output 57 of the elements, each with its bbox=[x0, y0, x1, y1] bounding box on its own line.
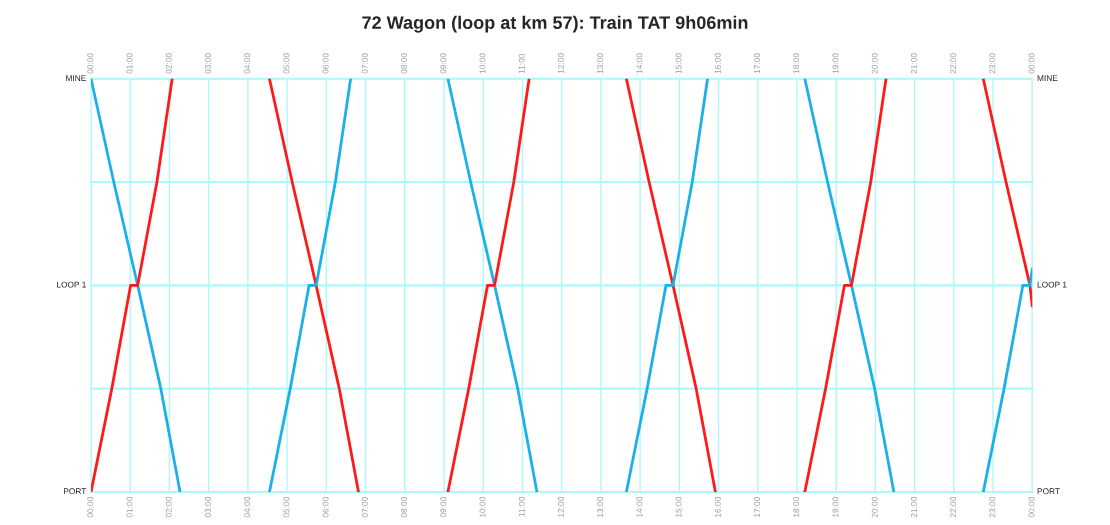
x2-tick-label: 16:00 bbox=[714, 53, 721, 74]
x2-tick-label: 14:00 bbox=[636, 53, 643, 74]
x2-tick-label: 00:00 bbox=[87, 53, 94, 74]
chart-title: 72 Wagon (loop at km 57): Train TAT 9h06min bbox=[362, 15, 748, 33]
x2-tick-label: 01:00 bbox=[126, 53, 133, 74]
x-tick-label: 03:00 bbox=[205, 497, 211, 518]
x-tick-label: 23:00 bbox=[989, 497, 996, 518]
ref-line-label: MINE bbox=[66, 75, 86, 81]
x-tick-label: 21:00 bbox=[910, 497, 917, 518]
x2-tick-label: 02:00 bbox=[165, 53, 172, 74]
x2-tick-label: 12:00 bbox=[558, 53, 564, 74]
x2-tick-label: 15:00 bbox=[675, 53, 682, 74]
x2-tick-label: 18:00 bbox=[793, 53, 800, 74]
ref-line-label: LOOP 1 bbox=[57, 281, 86, 288]
text: MINE bbox=[1037, 75, 1058, 81]
x-tick-label: 14:00 bbox=[636, 497, 643, 517]
x-tick-label: 01:00 bbox=[126, 497, 133, 518]
x2-tick-label: 05:00 bbox=[283, 53, 290, 74]
x-tick-label: 08:00 bbox=[401, 497, 408, 518]
text: LOOP 1 bbox=[1037, 281, 1067, 288]
x-tick-label: 11:00 bbox=[518, 497, 525, 517]
x2-tick-label: 04:00 bbox=[244, 53, 251, 74]
x-tick-label: 18:00 bbox=[793, 497, 800, 517]
x-tick-label: 12:00 bbox=[558, 497, 564, 517]
x-tick-label: 13:00 bbox=[597, 497, 604, 517]
text: PORT bbox=[1037, 488, 1060, 495]
x2-tick-label: 20:00 bbox=[871, 53, 878, 74]
x2-tick-label: 08:00 bbox=[401, 53, 408, 74]
x2-tick-label: 10:00 bbox=[479, 53, 486, 74]
x-tick-label: 16:00 bbox=[714, 497, 721, 517]
x-tick-label: 05:00 bbox=[283, 497, 290, 518]
x-tick-label: 15:00 bbox=[675, 497, 682, 517]
x-tick-label: 17:00 bbox=[754, 497, 760, 517]
x-tick-label: 19:00 bbox=[832, 497, 839, 517]
x-tick-label: 22:00 bbox=[950, 497, 957, 518]
x-tick-label: 10:00 bbox=[479, 497, 486, 517]
x2-tick-label: 07:00 bbox=[361, 53, 368, 74]
x-tick-label: 07:00 bbox=[361, 497, 368, 518]
x2-tick-label: 00:00 bbox=[1028, 53, 1035, 74]
x2-tick-label: 13:00 bbox=[597, 53, 604, 74]
x-tick-label: 09:00 bbox=[440, 497, 447, 518]
x2-tick-label: 11:00 bbox=[518, 53, 525, 74]
x-tick-label: 06:00 bbox=[322, 497, 329, 518]
x2-tick-label: 09:00 bbox=[440, 53, 447, 74]
x2-tick-label: 23:00 bbox=[989, 53, 996, 74]
x2-tick-label: 06:00 bbox=[322, 53, 329, 74]
x2-tick-label: 19:00 bbox=[832, 53, 839, 74]
x-tick-label: 04:00 bbox=[244, 497, 251, 518]
x2-tick-label: 17:00 bbox=[754, 53, 760, 74]
x2-tick-label: 03:00 bbox=[205, 53, 211, 74]
x-tick-label: 02:00 bbox=[165, 497, 172, 518]
x2-tick-label: 21:00 bbox=[910, 53, 917, 74]
x-tick-label: 00:00 bbox=[1028, 497, 1035, 518]
x-tick-label: 20:00 bbox=[871, 497, 878, 518]
x2-tick-label: 22:00 bbox=[950, 53, 957, 74]
ref-line-label: PORT bbox=[63, 488, 87, 495]
x-tick-label: 00:00 bbox=[87, 497, 94, 518]
